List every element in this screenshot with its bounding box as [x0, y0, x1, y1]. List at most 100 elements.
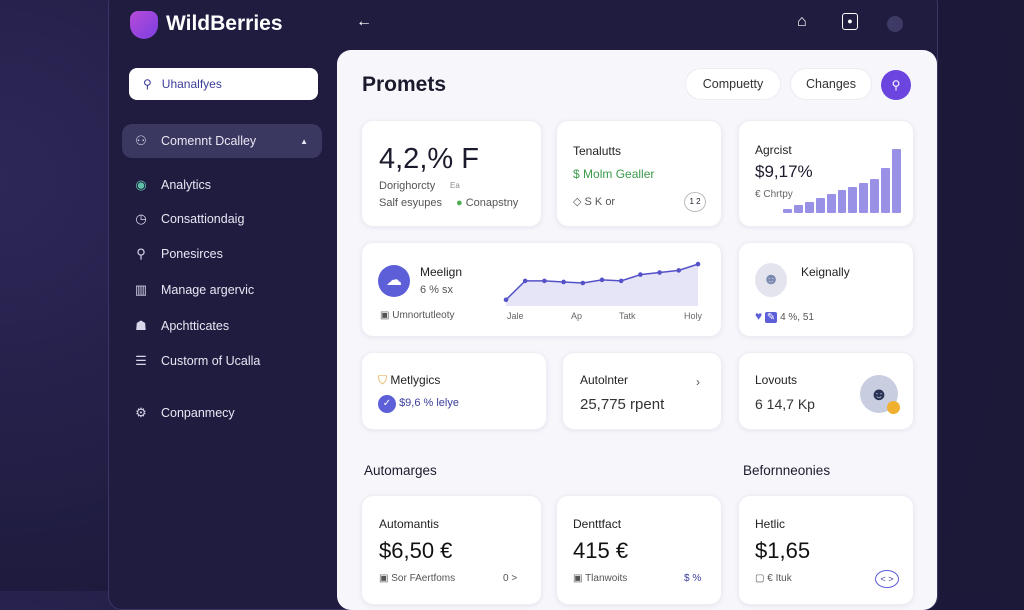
x-tick-label: Tatk — [619, 311, 636, 321]
stat-subtitle: Dorighorcty — [379, 180, 436, 192]
card-title: Automantis — [379, 517, 440, 531]
app-name: WildBerries — [166, 12, 283, 35]
location-button[interactable]: ⚲ — [881, 70, 911, 100]
heart-icon[interactable]: ♥ — [755, 309, 763, 323]
data-point — [561, 279, 566, 285]
card-value: $9,17% — [755, 162, 813, 181]
sidebar-item-label: Apchtticates — [161, 319, 230, 333]
edit-icon[interactable]: ✎ — [764, 312, 778, 323]
sidebar-item-label: Conpanmecy — [161, 406, 235, 420]
sidebar-item-label: Consattiondaig — [161, 212, 245, 226]
data-point — [503, 297, 509, 303]
bar — [870, 179, 880, 213]
bottom-card-3: Hetlic $1,65 ▢ € Ituk < > — [738, 495, 914, 605]
avatar: ☻ — [755, 263, 787, 297]
gear-icon: ⚙ — [135, 405, 147, 420]
home-icon[interactable]: ⌂ — [797, 13, 807, 30]
card-value: 415 € — [573, 538, 629, 563]
changes-button[interactable]: Changes — [790, 68, 872, 100]
chevron-up-icon: ▲ — [300, 136, 308, 146]
badge-button[interactable]: 0 > — [503, 573, 518, 584]
bar — [859, 182, 869, 213]
cloud-check-icon: ☁ — [378, 265, 410, 297]
x-tick-label: Ap — [571, 311, 583, 321]
sidebar-item-7[interactable]: ⚙ Conpanmecy — [122, 396, 322, 430]
card-foot: € Ituk — [767, 573, 792, 584]
notification-icon[interactable]: ● — [842, 13, 858, 30]
sidebar-item-5[interactable]: ☗ Apchtticates — [122, 309, 322, 343]
x-tick-label: Jale — [507, 311, 524, 321]
stat-value: 4,2,% F — [379, 143, 479, 175]
user-card: ☻ Keignally ♥ ✎ 4 %, 51 — [738, 242, 914, 337]
sidebar-item-label: Custorm of Ucalla — [161, 354, 261, 368]
sidebar-item-label: Ponesirces — [161, 247, 223, 261]
bar — [793, 205, 803, 213]
card-value: $9,6 % lelye — [399, 397, 459, 409]
line-chart — [503, 261, 701, 306]
card-value: $1,65 — [755, 538, 811, 563]
data-point — [618, 278, 624, 284]
globe-icon: ◉ — [135, 177, 147, 192]
card-value: 6 % sx — [420, 284, 454, 296]
sidebar-item-3[interactable]: ⚲ Ponesirces — [122, 237, 322, 271]
user-icon: ⚇ — [135, 133, 147, 148]
stat-label: Salf esyupes — [379, 197, 442, 209]
metric-card-2[interactable]: Autolnter › 25,775 rpent — [562, 352, 722, 430]
metric-card-1: ⛉ Metlygics ✓ $9,6 % lelye — [361, 352, 547, 430]
bar-chart — [783, 149, 901, 213]
check-icon: ✓ — [378, 395, 396, 413]
bar — [881, 167, 891, 213]
sidebar-item-current[interactable]: ⚇ Comennt Dcalley ▲ — [122, 124, 322, 158]
card-title: Keignally — [801, 265, 850, 279]
clock-icon: ◷ — [135, 211, 147, 226]
nav-button[interactable]: < > — [875, 570, 899, 588]
card-title: Agrcist — [755, 143, 792, 157]
stat-tag: Conapstny — [465, 197, 519, 209]
avatar[interactable] — [887, 16, 903, 32]
stat-card-1: 4,2,% F Dorighorcty Ea Salf esyupes ● Co… — [361, 120, 542, 227]
calendar-icon: ▣ — [379, 573, 389, 584]
sidebar-item-2[interactable]: ◷ Consattiondaig — [122, 202, 322, 236]
stat-subtitle-extra: Ea — [450, 181, 460, 190]
sidebar-item-6[interactable]: ☰ Custorm of Ucalla — [122, 344, 322, 378]
line-area — [506, 264, 698, 306]
chevron-right-icon[interactable]: › — [696, 375, 700, 389]
card-value: 25,775 rpent — [580, 396, 665, 413]
search-person-icon: ⚲ — [136, 246, 146, 261]
bag-icon: ▣ — [573, 573, 583, 584]
search-input[interactable]: ⚲ Uhanalfyes — [129, 68, 318, 100]
data-point — [676, 268, 682, 273]
card-foot: 4 %, 51 — [780, 312, 814, 323]
bar — [804, 201, 814, 213]
card-foot: S K or — [584, 196, 616, 208]
section-title: Automarges — [364, 463, 437, 478]
badge-button[interactable]: 1 2 — [684, 192, 706, 212]
badge-button[interactable]: $ % — [684, 573, 702, 584]
search-placeholder: Uhanalfyes — [161, 77, 222, 91]
calendar-icon: ▣ — [380, 310, 390, 321]
card-value: $6,50 € — [379, 538, 453, 563]
sidebar-item-4[interactable]: ▥ Manage argervic — [122, 273, 322, 307]
back-arrow-icon[interactable]: ← — [356, 13, 372, 30]
metric-card-3: Lovouts 6 14,7 Kp ☻ — [738, 352, 914, 430]
logo-icon — [130, 11, 158, 39]
dollar-icon: $ — [573, 167, 580, 181]
data-point — [542, 278, 547, 284]
search-icon: ⚲ — [143, 77, 152, 91]
bar — [826, 194, 836, 213]
data-point — [657, 270, 662, 275]
card-value: 6 14,7 Kp — [755, 396, 815, 412]
card-foot: Umnortutleoty — [392, 310, 455, 321]
bar — [837, 190, 847, 213]
page-title: Promets — [362, 73, 447, 96]
bar — [783, 209, 792, 213]
list-icon: ☰ — [135, 353, 147, 368]
sidebar-item-label: Comennt Dcalley — [161, 134, 257, 148]
card-title: Metlygics — [390, 373, 441, 387]
compuetty-button[interactable]: Compuetty — [685, 68, 781, 100]
card-title: Lovouts — [755, 373, 798, 387]
stat-card-2: Tenalutts $ Molm Gealler ◇ S K or 1 2 — [556, 120, 722, 227]
card-foot: Tlanwoits — [585, 573, 628, 584]
card-foot: Chrtpy — [763, 189, 793, 200]
sidebar-item-analytics[interactable]: ◉ Analytics — [122, 168, 322, 202]
